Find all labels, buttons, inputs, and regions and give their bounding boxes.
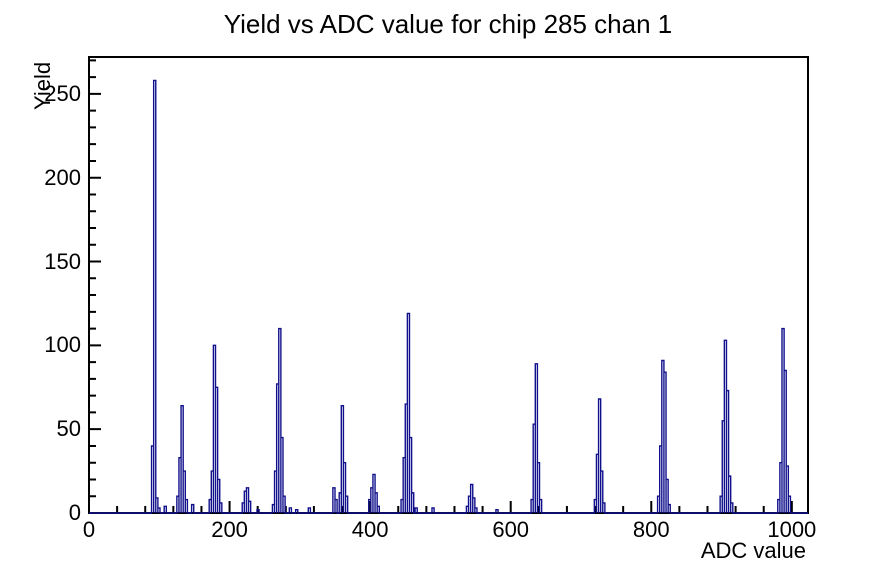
plot-frame — [88, 56, 809, 514]
x-tick-label: 1000 — [767, 517, 817, 542]
x-tick-label: 400 — [351, 517, 389, 542]
x-tick-label: 0 — [82, 517, 96, 542]
y-tick-label: 0 — [68, 500, 81, 525]
y-tick-label: 200 — [44, 164, 81, 190]
x-tick-label: 800 — [632, 517, 670, 542]
y-tick-label: 100 — [44, 332, 81, 358]
x-tick-label: 200 — [211, 517, 248, 542]
y-tick-label: 150 — [44, 248, 81, 274]
histogram-line — [89, 79, 808, 514]
axis-ticks — [88, 59, 793, 514]
x-axis-title: ADC value — [700, 538, 806, 563]
chart-title: Yield vs ADC value for chip 285 chan 1 — [223, 9, 673, 39]
y-tick-label: 50 — [56, 416, 81, 442]
y-tick-label: 250 — [44, 80, 81, 106]
x-tick-label: 600 — [492, 517, 530, 542]
